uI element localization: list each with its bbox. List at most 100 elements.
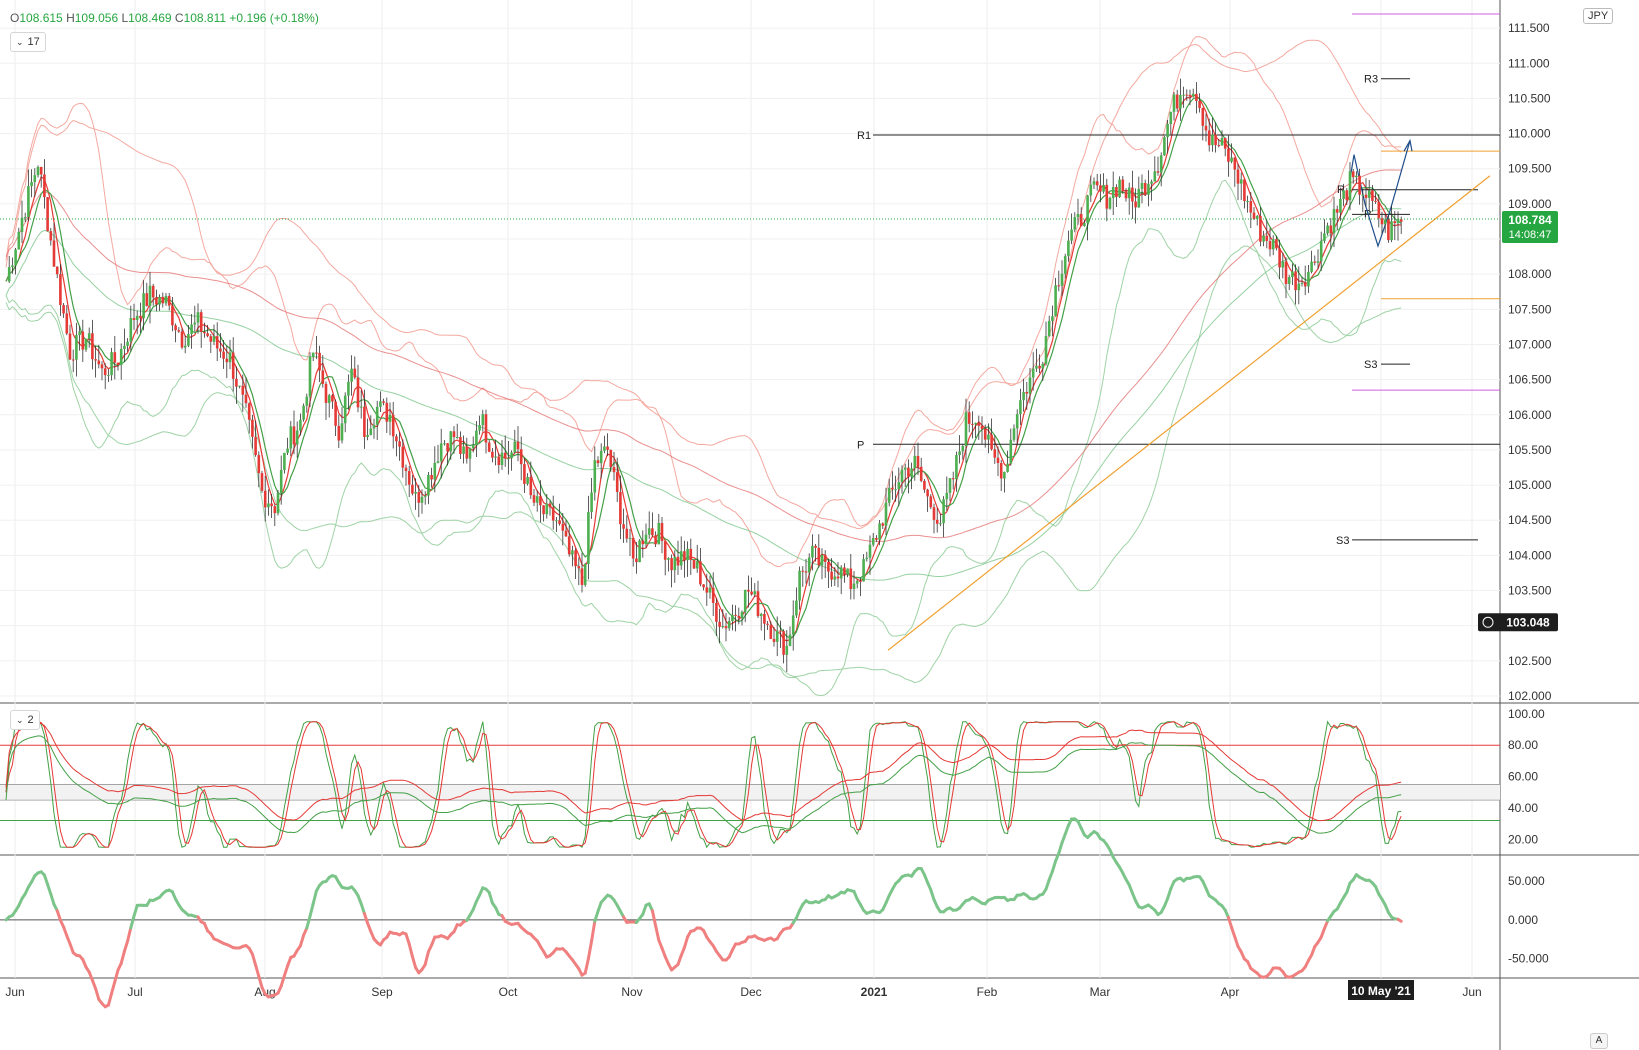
candle-body	[791, 615, 795, 635]
candle-body	[1361, 194, 1365, 196]
candle-body	[721, 626, 725, 628]
candle-body	[212, 336, 216, 342]
candle-body	[27, 186, 30, 218]
candle-body	[359, 406, 363, 408]
candle-body	[395, 436, 398, 442]
candle-body	[59, 274, 62, 306]
pivot-label: R	[1337, 184, 1345, 196]
y-tick-label: 109.000	[1508, 197, 1552, 211]
candle-body	[1092, 181, 1096, 185]
momentum-segment	[487, 891, 494, 905]
candle-body	[1339, 198, 1342, 213]
y-tick-label: 108.000	[1508, 267, 1552, 281]
candle-body	[347, 381, 350, 396]
momentum-segment	[359, 902, 366, 916]
candle-body	[580, 568, 584, 585]
candle-body	[299, 419, 302, 431]
candle-body	[1175, 94, 1179, 109]
candle-body	[843, 567, 846, 575]
momentum-segment	[1230, 925, 1237, 939]
pivot-label: R1	[857, 130, 871, 142]
momentum-segment	[279, 974, 286, 988]
candle-body	[1323, 233, 1326, 241]
momentum-segment	[1057, 841, 1064, 855]
candle-body	[1054, 285, 1057, 317]
candle-body	[433, 462, 437, 480]
candle-body	[743, 589, 747, 612]
candle-body	[1035, 365, 1038, 369]
candle-body	[17, 231, 21, 250]
candle-body	[100, 364, 104, 369]
candle-body	[199, 312, 203, 332]
candle-body	[964, 412, 968, 447]
ma-fast-green	[5, 96, 1402, 639]
momentum-segment	[282, 964, 290, 978]
candle-body	[718, 621, 721, 627]
candle-body	[238, 385, 241, 387]
candle-body	[724, 626, 728, 629]
y-tick-label: 105.000	[1508, 478, 1552, 492]
candle-body	[811, 545, 814, 558]
momentum-segment	[1044, 878, 1051, 891]
candle-body	[94, 359, 97, 361]
candle-body	[481, 414, 485, 426]
candle-body	[494, 456, 497, 458]
candle-body	[1140, 182, 1144, 189]
low-value: 108.469	[128, 11, 172, 25]
candle-body	[897, 482, 901, 490]
candle-body	[1310, 261, 1313, 272]
momentum-segment	[929, 888, 936, 902]
candle-body	[372, 424, 376, 429]
candle-body	[1316, 261, 1320, 263]
candle-body	[1371, 190, 1374, 201]
candle-body	[1367, 190, 1371, 198]
candle-body	[135, 315, 139, 320]
momentum-segment	[1060, 832, 1067, 845]
candle-body	[91, 333, 94, 360]
candle-body	[753, 591, 757, 595]
candle-body	[692, 559, 696, 569]
stoch-pane-collapse-button[interactable]: ⌄ 2	[10, 710, 40, 730]
candle-body	[334, 401, 337, 426]
candle-body	[430, 474, 433, 480]
candle-body	[84, 338, 88, 350]
candle-body	[977, 422, 981, 426]
lower-band-inner	[5, 179, 1402, 697]
candle-body	[1387, 219, 1390, 241]
candle-body	[148, 285, 152, 306]
x-tick-label: Jul	[127, 985, 142, 999]
candle-body	[379, 401, 382, 407]
candle-body	[1348, 171, 1352, 201]
candle-body	[763, 613, 766, 624]
momentum-segment	[1233, 935, 1240, 948]
auto-scale-button[interactable]: A	[1590, 1033, 1608, 1049]
candle-body	[513, 441, 517, 453]
momentum-segment	[641, 903, 648, 916]
main-pane-collapse-button[interactable]: ⌄ 17	[10, 32, 46, 52]
candle-body	[203, 331, 206, 334]
candle-body	[283, 452, 286, 470]
candle-body	[913, 455, 917, 469]
candle-body	[452, 431, 456, 438]
momentum-segment	[305, 914, 312, 930]
candle-body	[996, 457, 1000, 463]
candle-body	[1089, 184, 1093, 196]
candle-body	[1268, 241, 1272, 250]
candle-body	[747, 589, 750, 592]
candle-body	[375, 406, 379, 425]
currency-badge[interactable]: JPY	[1583, 8, 1614, 24]
stoch-tick-label: 40.00	[1508, 801, 1538, 815]
candle-body	[801, 570, 805, 572]
candle-body	[638, 540, 641, 563]
candle-body	[676, 556, 680, 566]
candle-body	[1022, 391, 1025, 401]
candle-body	[1345, 190, 1349, 201]
candle-body	[827, 561, 830, 572]
candle-body	[308, 357, 312, 397]
candle-body	[1307, 271, 1310, 287]
candle-body	[161, 296, 165, 304]
candle-body	[1243, 179, 1246, 202]
candle-body	[836, 576, 840, 579]
candle-body	[647, 528, 651, 535]
